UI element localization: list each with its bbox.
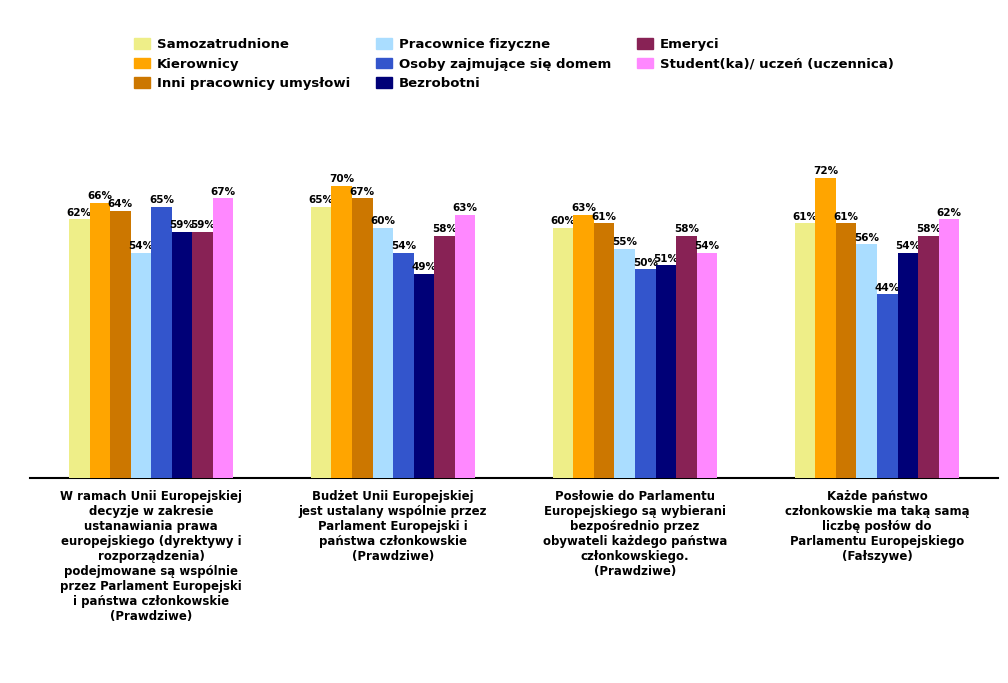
Text: 50%: 50% xyxy=(633,257,658,268)
Bar xyxy=(552,227,574,478)
Text: 61%: 61% xyxy=(792,212,817,222)
Text: 70%: 70% xyxy=(330,174,354,184)
Text: 54%: 54% xyxy=(895,241,920,251)
Bar xyxy=(455,215,476,478)
Bar xyxy=(836,223,857,478)
Text: 65%: 65% xyxy=(149,195,174,205)
Bar xyxy=(635,269,655,478)
Bar xyxy=(393,253,413,478)
Text: 64%: 64% xyxy=(108,199,133,209)
Bar xyxy=(90,203,110,478)
Bar xyxy=(131,253,151,478)
Bar xyxy=(655,265,676,478)
Text: 58%: 58% xyxy=(432,224,457,234)
Text: 54%: 54% xyxy=(128,241,153,251)
Text: 67%: 67% xyxy=(350,186,375,197)
Bar xyxy=(413,274,434,478)
Text: 61%: 61% xyxy=(834,212,859,222)
Text: 59%: 59% xyxy=(191,220,215,230)
Bar xyxy=(574,215,594,478)
Bar xyxy=(918,236,938,478)
Text: 55%: 55% xyxy=(612,237,637,247)
Text: 58%: 58% xyxy=(674,224,699,234)
Bar xyxy=(213,199,234,478)
Bar xyxy=(434,236,455,478)
Bar xyxy=(615,249,635,478)
Bar xyxy=(877,294,897,478)
Text: 60%: 60% xyxy=(550,216,576,226)
Bar xyxy=(332,186,352,478)
Text: 54%: 54% xyxy=(391,241,416,251)
Bar xyxy=(594,223,615,478)
Text: 58%: 58% xyxy=(916,224,940,234)
Text: 63%: 63% xyxy=(572,204,596,214)
Text: 62%: 62% xyxy=(67,208,92,218)
Bar xyxy=(897,253,918,478)
Bar xyxy=(193,232,213,478)
Text: 63%: 63% xyxy=(453,204,478,214)
Bar xyxy=(794,223,815,478)
Text: 51%: 51% xyxy=(653,253,678,264)
Bar xyxy=(815,178,836,478)
Text: 61%: 61% xyxy=(592,212,617,222)
Bar xyxy=(697,253,718,478)
Bar xyxy=(110,211,131,478)
Bar xyxy=(69,219,90,478)
Bar xyxy=(857,245,877,478)
Bar xyxy=(373,227,393,478)
Text: 59%: 59% xyxy=(169,220,195,230)
Bar xyxy=(676,236,697,478)
Bar xyxy=(151,207,171,478)
Text: 44%: 44% xyxy=(875,283,900,293)
Text: 67%: 67% xyxy=(211,186,236,197)
Bar xyxy=(352,199,373,478)
Text: 62%: 62% xyxy=(936,208,962,218)
Text: 49%: 49% xyxy=(411,262,436,272)
Text: 66%: 66% xyxy=(88,191,112,201)
Bar xyxy=(938,219,960,478)
Text: 60%: 60% xyxy=(370,216,395,226)
Bar xyxy=(171,232,193,478)
Text: 56%: 56% xyxy=(854,233,879,242)
Text: 65%: 65% xyxy=(308,195,334,205)
Bar xyxy=(310,207,332,478)
Text: 72%: 72% xyxy=(813,166,838,176)
Legend: Samozatrudnione, Kierownicy, Inni pracownicy umysłowi, Pracownice fizyczne, Osob: Samozatrudnione, Kierownicy, Inni pracow… xyxy=(130,34,898,94)
Text: 54%: 54% xyxy=(695,241,720,251)
